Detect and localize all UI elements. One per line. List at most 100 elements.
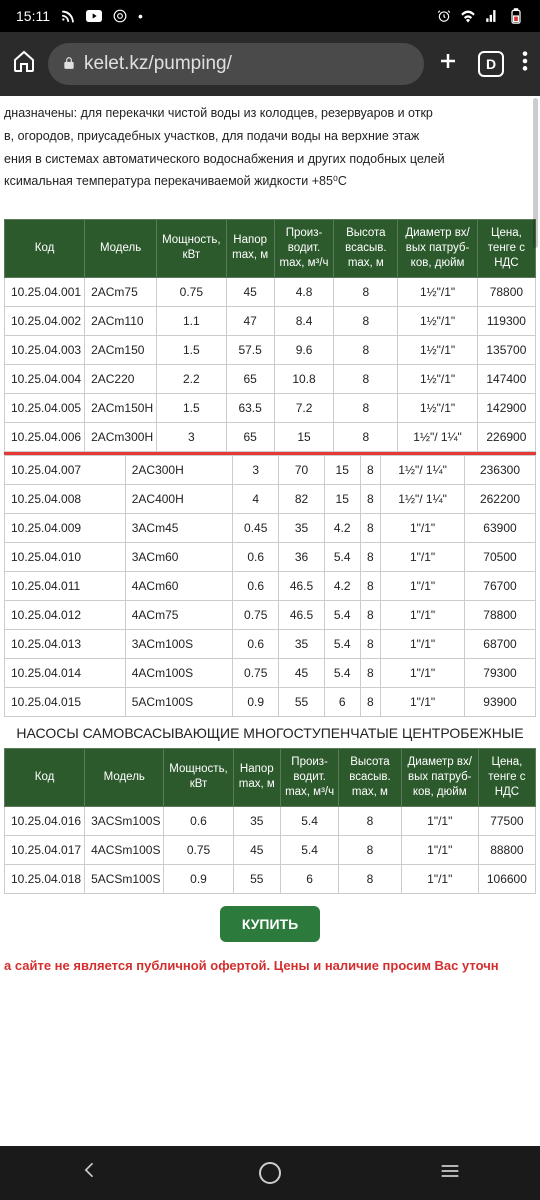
table-row: 10.25.04.0163ACSm100S0.6355.481"/1"77500 <box>5 806 536 835</box>
table-cell: 2AC300H <box>125 455 233 484</box>
table-cell: 10.25.04.014 <box>5 658 126 687</box>
table-cell: 63900 <box>464 513 535 542</box>
home-button[interactable] <box>259 1162 281 1184</box>
table-row: 10.25.04.0103ACm600.6365.481"/1"70500 <box>5 542 536 571</box>
tabs-count-badge[interactable]: D <box>478 51 504 77</box>
table-cell: 5.4 <box>324 629 360 658</box>
table-cell: 1.1 <box>157 306 226 335</box>
table-row: 10.25.04.0022ACm1101.1478.481½"/1"119300 <box>5 306 536 335</box>
table-cell: 1"/1" <box>381 600 465 629</box>
table-row: 10.25.04.0124ACm750.7546.55.481"/1"78800 <box>5 600 536 629</box>
table-row: 10.25.04.0072AC300H3701581½"/ 1¼"236300 <box>5 455 536 484</box>
table-cell: 79300 <box>464 658 535 687</box>
table-cell: 0.6 <box>164 806 233 835</box>
signal-icon <box>484 8 500 24</box>
pump-table-2: Код Модель Мощность, кВт Напор max, м Пр… <box>4 748 536 894</box>
buy-button[interactable]: КУПИТЬ <box>220 906 320 942</box>
table-cell: 0.75 <box>157 277 226 306</box>
table-cell: 8 <box>334 277 398 306</box>
table-row: 10.25.04.0062ACm300H3651581½"/ 1¼"226900 <box>5 422 536 451</box>
table-cell: 45 <box>226 277 274 306</box>
scrollbar[interactable] <box>533 98 538 248</box>
table-cell: 8 <box>334 306 398 335</box>
table-row: 10.25.04.0174ACSm100S0.75455.481"/1"8880… <box>5 835 536 864</box>
browser-toolbar: kelet.kz/pumping/ D <box>0 32 540 96</box>
table-cell: 10.25.04.017 <box>5 835 85 864</box>
table-row: 10.25.04.0155ACm100S0.955681"/1"93900 <box>5 687 536 716</box>
table-cell: 6 <box>324 687 360 716</box>
table-cell: 57.5 <box>226 335 274 364</box>
table-cell: 2ACm150H <box>85 393 157 422</box>
table-cell: 1"/1" <box>401 806 478 835</box>
home-icon[interactable] <box>12 49 36 79</box>
pump-table-1b: 10.25.04.0072AC300H3701581½"/ 1¼"2363001… <box>4 455 536 717</box>
table-cell: 147400 <box>477 364 535 393</box>
table-cell: 8 <box>339 864 402 893</box>
table-cell: 1½"/ 1¼" <box>381 484 465 513</box>
url-text: kelet.kz/pumping/ <box>84 53 232 75</box>
table-cell: 4ACm60 <box>125 571 233 600</box>
table-cell: 35 <box>279 629 325 658</box>
table-cell: 3 <box>157 422 226 451</box>
table-cell: 3 <box>233 455 279 484</box>
th-power: Мощность, кВт <box>157 220 226 278</box>
table-cell: 119300 <box>477 306 535 335</box>
description-line: в, огородов, приусадебных участков, для … <box>4 127 536 146</box>
table-row: 10.25.04.0114ACm600.646.54.281"/1"76700 <box>5 571 536 600</box>
table-cell: 135700 <box>477 335 535 364</box>
table-cell: 88800 <box>478 835 535 864</box>
table-cell: 1"/1" <box>381 658 465 687</box>
table-cell: 4ACm100S <box>125 658 233 687</box>
table-cell: 7.2 <box>274 393 334 422</box>
table-cell: 8 <box>360 484 381 513</box>
table-row: 10.25.04.0032ACm1501.557.59.681½"/1"1357… <box>5 335 536 364</box>
table-cell: 8 <box>339 835 402 864</box>
table-cell: 10.25.04.010 <box>5 542 126 571</box>
table-cell: 55 <box>233 864 280 893</box>
url-bar[interactable]: kelet.kz/pumping/ <box>48 43 424 85</box>
table-cell: 8 <box>360 542 381 571</box>
table-cell: 3ACSm100S <box>85 806 164 835</box>
battery-icon <box>508 8 524 24</box>
table-cell: 0.6 <box>233 571 279 600</box>
table-cell: 68700 <box>464 629 535 658</box>
alarm-icon <box>436 8 452 24</box>
table-cell: 0.6 <box>233 629 279 658</box>
table-cell: 5ACSm100S <box>85 864 164 893</box>
table-cell: 8 <box>360 658 381 687</box>
table-cell: 1"/1" <box>401 864 478 893</box>
table-cell: 4ACm75 <box>125 600 233 629</box>
th-price: Цена, тенге с НДС <box>478 748 535 806</box>
th-model: Модель <box>85 748 164 806</box>
table-cell: 15 <box>274 422 334 451</box>
th-flow: Произ-водит. max, м³/ч <box>274 220 334 278</box>
th-head: Напор max, м <box>233 748 280 806</box>
table-cell: 82 <box>279 484 325 513</box>
table-cell: 10.25.04.003 <box>5 335 85 364</box>
table-cell: 76700 <box>464 571 535 600</box>
android-nav-bar <box>0 1146 540 1200</box>
table-cell: 10.25.04.012 <box>5 600 126 629</box>
menu-icon[interactable] <box>522 50 528 78</box>
table-row: 10.25.04.0082AC400H4821581½"/ 1¼"262200 <box>5 484 536 513</box>
table-cell: 46.5 <box>279 571 325 600</box>
table-cell: 1½"/ 1¼" <box>381 455 465 484</box>
table-cell: 0.6 <box>233 542 279 571</box>
new-tab-icon[interactable] <box>436 49 460 79</box>
back-button[interactable] <box>80 1160 100 1186</box>
table-cell: 2ACm110 <box>85 306 157 335</box>
table-row: 10.25.04.0133ACm100S0.6355.481"/1"68700 <box>5 629 536 658</box>
table-cell: 10.25.04.005 <box>5 393 85 422</box>
table-cell: 1½"/1" <box>398 335 477 364</box>
table-cell: 8 <box>360 629 381 658</box>
th-power: Мощность, кВт <box>164 748 233 806</box>
youtube-icon <box>86 8 102 24</box>
table-cell: 1½"/1" <box>398 277 477 306</box>
table-cell: 47 <box>226 306 274 335</box>
recent-apps-button[interactable] <box>440 1162 460 1185</box>
table-cell: 78800 <box>477 277 535 306</box>
table-cell: 0.75 <box>233 658 279 687</box>
table-cell: 10.25.04.013 <box>5 629 126 658</box>
table-cell: 1"/1" <box>381 687 465 716</box>
th-head: Напор max, м <box>226 220 274 278</box>
